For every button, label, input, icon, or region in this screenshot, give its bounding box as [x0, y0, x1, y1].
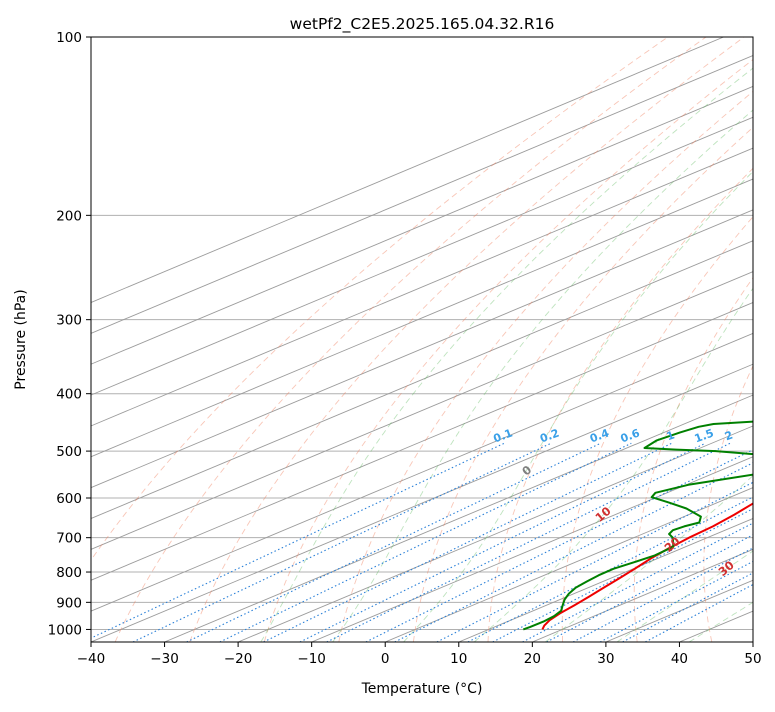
- y-tick-label: 400: [56, 387, 82, 403]
- x-axis-label: Temperature (°C): [361, 681, 483, 697]
- y-tick-label: 800: [56, 565, 82, 581]
- y-tick-label: 900: [56, 595, 82, 611]
- x-tick-label: 50: [744, 651, 761, 667]
- chart-title: wetPf2_C2E5.2025.165.04.32.R16: [290, 15, 555, 34]
- y-tick-label: 1000: [48, 622, 82, 638]
- x-tick-label: 10: [450, 651, 467, 667]
- x-tick-label: 20: [524, 651, 541, 667]
- y-tick-label: 700: [56, 531, 82, 547]
- y-tick-label: 100: [56, 30, 82, 46]
- y-axis-label: Pressure (hPa): [13, 289, 29, 389]
- y-tick-label: 500: [56, 444, 82, 460]
- x-tick-label: 30: [597, 651, 614, 667]
- x-tick-label: −20: [224, 651, 253, 667]
- y-tick-label: 600: [56, 491, 82, 507]
- x-tick-label: −10: [297, 651, 326, 667]
- x-tick-label: 40: [671, 651, 688, 667]
- x-tick-label: −30: [150, 651, 179, 667]
- y-tick-label: 200: [56, 208, 82, 224]
- y-tick-label: 300: [56, 313, 82, 329]
- x-tick-label: −40: [77, 651, 106, 667]
- x-tick-label: 0: [381, 651, 390, 667]
